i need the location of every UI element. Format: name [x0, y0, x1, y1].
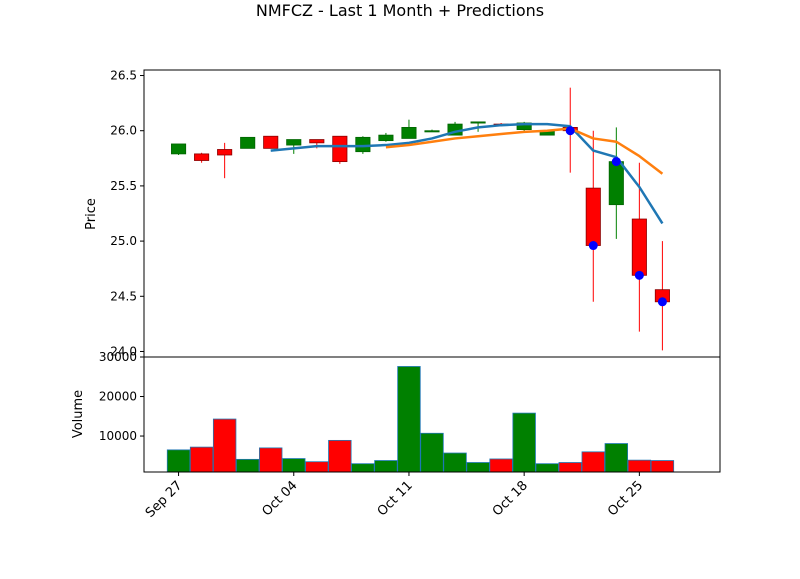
price-tick-label: 25.5 — [110, 179, 137, 193]
price-axis-label: Price — [84, 198, 99, 230]
volume-bar — [512, 412, 536, 473]
volume-bar — [235, 458, 260, 473]
candle-body — [608, 161, 624, 206]
x-tick-label: Oct 18 — [490, 478, 531, 519]
candle-body — [355, 136, 371, 153]
volume-bar — [374, 460, 398, 473]
prediction-marker — [657, 297, 667, 307]
volume-bar — [282, 458, 306, 473]
volume-bar — [305, 461, 329, 473]
candle-body — [424, 130, 440, 133]
price-tick-label: 24.5 — [110, 289, 137, 303]
volume-bar — [627, 459, 652, 473]
volume-bar — [212, 418, 237, 473]
prediction-marker — [634, 270, 644, 280]
volume-tick-label: 20000 — [99, 390, 137, 404]
candle-body — [286, 139, 302, 146]
candle-body — [217, 149, 233, 156]
x-tick-label: Sep 27 — [143, 478, 186, 521]
volume-bar — [259, 447, 283, 473]
prediction-marker — [611, 157, 621, 167]
volume-bar — [489, 458, 513, 473]
candle-body — [585, 187, 601, 246]
candle-body — [401, 127, 417, 139]
volume-bar — [189, 446, 214, 473]
volume-bar — [604, 443, 629, 473]
prediction-line-2 — [385, 127, 664, 175]
volume-bar — [558, 462, 582, 473]
volume-bar — [443, 452, 467, 473]
candle-body — [378, 134, 394, 142]
prediction-marker — [588, 241, 598, 251]
candle-body — [332, 135, 348, 163]
candle-body — [263, 135, 279, 149]
volume-bar — [397, 366, 421, 473]
x-tick-label: Oct 11 — [375, 478, 416, 519]
volume-axes-frame — [143, 356, 721, 473]
volume-bar — [351, 463, 375, 473]
volume-tick-label: 10000 — [99, 429, 137, 443]
volume-panel: 10000 20000 30000 Sep 27 Oct 04 Oct 11 Oct 18 O… — [99, 350, 721, 521]
volume-bar — [328, 439, 352, 473]
candle-body — [631, 218, 647, 276]
candle-body — [309, 139, 325, 144]
price-tick-label: 25.0 — [110, 234, 137, 248]
volume-axis-label: Volume — [71, 390, 86, 438]
price-panel: 24.0 24.5 25.0 25.5 26.0 26.5 — [110, 69, 721, 358]
chart-title: NMFCZ - Last 1 Month + Predictions — [256, 1, 544, 20]
volume-bar — [650, 460, 675, 473]
price-tick-label: 24.0 — [110, 344, 137, 358]
price-tick-label: 26.5 — [110, 69, 137, 83]
volume-bar — [535, 463, 559, 473]
candle-body — [240, 136, 256, 149]
volume-tick-label: 30000 — [99, 350, 137, 364]
prediction-line-1 — [270, 122, 664, 225]
volume-bar — [166, 449, 191, 473]
candle-body — [194, 153, 210, 161]
x-tick-label: Oct 25 — [605, 478, 646, 519]
price-axes-frame — [143, 69, 721, 358]
x-tick-label: Oct 04 — [259, 478, 300, 519]
price-tick-label: 26.0 — [110, 124, 137, 138]
candle-body — [171, 143, 187, 155]
volume-bar — [420, 432, 444, 473]
volume-bar — [466, 462, 490, 473]
candle-body — [470, 121, 486, 124]
prediction-marker — [565, 126, 575, 136]
volume-bar — [581, 451, 605, 473]
